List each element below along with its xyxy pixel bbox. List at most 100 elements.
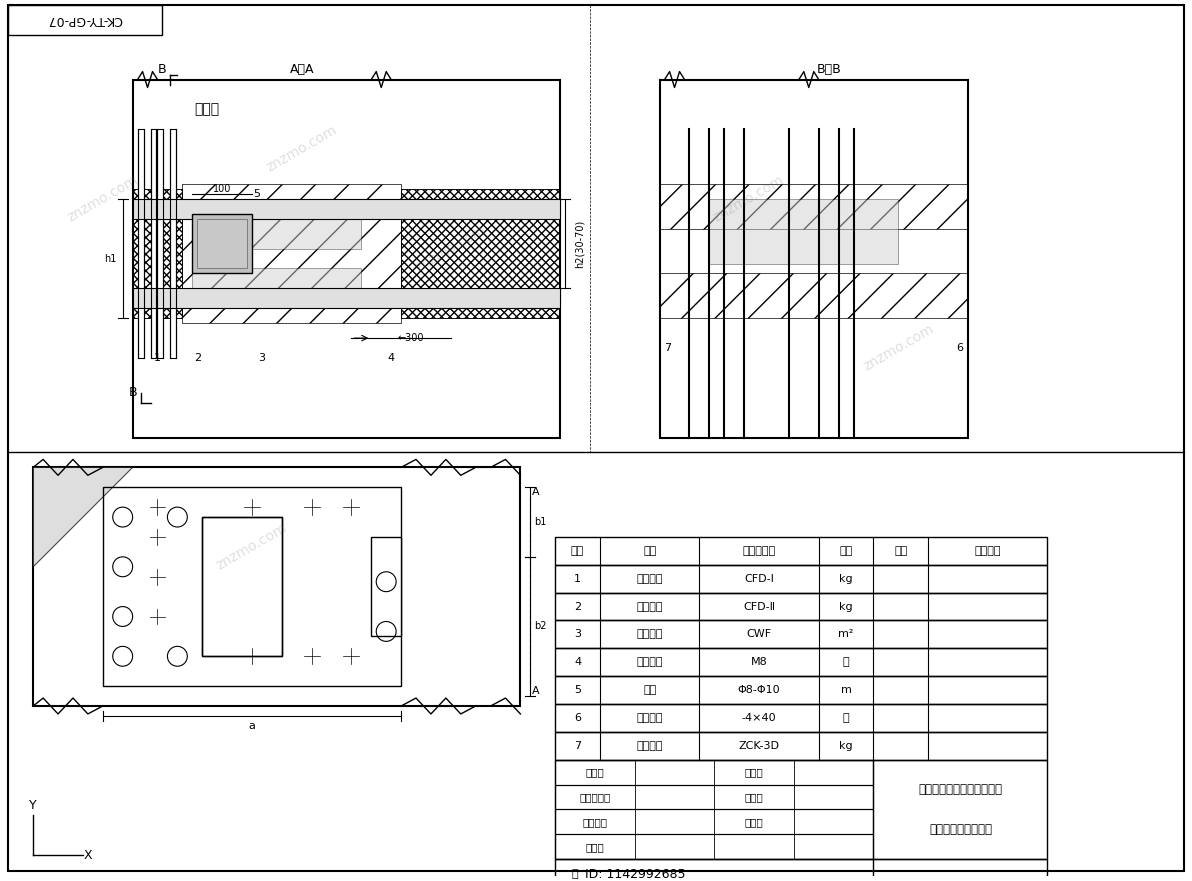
- Text: 防火涂料: 防火涂料: [637, 741, 663, 751]
- Text: 圆锂: 圆锂: [642, 685, 657, 695]
- Bar: [170, 130, 176, 358]
- Bar: [132, 189, 182, 318]
- Text: -4×40: -4×40: [741, 713, 776, 723]
- Text: 3: 3: [259, 353, 266, 363]
- Text: kg: kg: [839, 741, 853, 751]
- Text: b2: b2: [534, 621, 547, 632]
- Bar: [555, 859, 1048, 881]
- Text: 2: 2: [193, 353, 200, 363]
- Bar: [555, 593, 1048, 620]
- Bar: [709, 199, 899, 263]
- Text: CFD-Ⅱ: CFD-Ⅱ: [743, 602, 775, 611]
- Bar: [192, 214, 252, 273]
- Text: 图: 图: [572, 869, 578, 879]
- Text: 5: 5: [254, 189, 260, 199]
- Text: 7: 7: [575, 741, 582, 751]
- Bar: [182, 184, 401, 323]
- Text: znzmo.com: znzmo.com: [412, 223, 489, 275]
- Text: CFD-Ⅰ: CFD-Ⅰ: [744, 574, 774, 584]
- Bar: [555, 677, 1048, 704]
- Bar: [555, 565, 1048, 593]
- Text: X: X: [83, 848, 92, 862]
- Text: 5: 5: [575, 685, 582, 695]
- Text: A: A: [532, 487, 539, 497]
- Text: m²: m²: [838, 629, 853, 640]
- Text: M8: M8: [751, 657, 768, 667]
- Text: 电缆防火　　　工程通用图: 电缆防火 工程通用图: [919, 783, 1002, 796]
- Bar: [555, 785, 874, 810]
- Text: 数量: 数量: [894, 546, 907, 556]
- Bar: [555, 732, 1048, 759]
- Text: ID: 1142992685: ID: 1142992685: [584, 868, 685, 880]
- Text: Y: Y: [30, 799, 37, 812]
- Bar: [401, 189, 560, 318]
- Bar: [401, 189, 560, 318]
- Bar: [157, 130, 163, 358]
- Text: 7: 7: [664, 343, 671, 353]
- Text: 2: 2: [575, 602, 582, 611]
- Bar: [33, 467, 521, 706]
- Text: 批　准: 批 准: [585, 767, 604, 777]
- Text: a: a: [248, 721, 255, 731]
- Text: 防火堵料: 防火堵料: [637, 602, 663, 611]
- Text: 单位: 单位: [839, 546, 852, 556]
- Text: 膜胀螺栓: 膜胀螺栓: [637, 657, 663, 667]
- Text: znzmo.com: znzmo.com: [712, 173, 787, 225]
- Text: ZCK-3D: ZCK-3D: [739, 741, 780, 751]
- Bar: [555, 759, 874, 785]
- Bar: [132, 288, 560, 308]
- Bar: [192, 269, 361, 308]
- Text: kg: kg: [839, 602, 853, 611]
- Bar: [150, 130, 156, 358]
- Bar: [132, 199, 560, 218]
- Text: h1: h1: [105, 254, 117, 263]
- Text: CWF: CWF: [746, 629, 771, 640]
- Text: 扁锂支架: 扁锂支架: [637, 713, 663, 723]
- Text: A: A: [532, 686, 539, 696]
- Bar: [555, 704, 1048, 732]
- Text: B: B: [129, 386, 137, 399]
- Text: znzmo.com: znzmo.com: [263, 123, 340, 175]
- Text: 备　　注: 备 注: [975, 546, 1001, 556]
- Bar: [203, 517, 281, 656]
- Text: 只: 只: [843, 713, 850, 723]
- Text: 只: 只: [843, 657, 850, 667]
- Text: 审　核: 审 核: [745, 767, 764, 777]
- Text: ←300: ←300: [398, 333, 424, 343]
- Text: 序号: 序号: [571, 546, 584, 556]
- Text: 名称: 名称: [642, 546, 657, 556]
- Bar: [659, 79, 968, 438]
- Bar: [137, 130, 143, 358]
- Bar: [197, 218, 247, 269]
- Text: 6: 6: [956, 343, 963, 353]
- Text: znzmo.com: znzmo.com: [861, 322, 936, 374]
- Text: 校　对: 校 对: [745, 792, 764, 802]
- Bar: [555, 810, 874, 834]
- Bar: [192, 204, 361, 248]
- Text: 100: 100: [213, 184, 231, 194]
- Bar: [132, 79, 560, 438]
- Text: h2(30-70): h2(30-70): [575, 219, 585, 268]
- Bar: [555, 759, 1048, 859]
- Text: Φ8-Φ10: Φ8-Φ10: [738, 685, 781, 695]
- Text: 日　期: 日 期: [585, 841, 604, 852]
- Text: 型号及规格: 型号及规格: [743, 546, 776, 556]
- Text: 柜、盘屁封堵示意图: 柜、盘屁封堵示意图: [929, 823, 992, 836]
- Text: 4: 4: [575, 657, 582, 667]
- Bar: [103, 487, 401, 686]
- Text: 6: 6: [575, 713, 582, 723]
- Text: 防火隔板: 防火隔板: [637, 629, 663, 640]
- Text: 设计制图: 设计制图: [583, 817, 608, 827]
- Text: 4: 4: [387, 353, 395, 363]
- Bar: [203, 517, 281, 656]
- Text: B－B: B－B: [817, 63, 842, 76]
- Text: 主要设计人: 主要设计人: [579, 792, 610, 802]
- Text: m: m: [840, 685, 851, 695]
- Bar: [659, 184, 968, 229]
- Text: znzmo.com: znzmo.com: [215, 521, 290, 573]
- Text: 比　例: 比 例: [745, 817, 764, 827]
- Text: 1: 1: [154, 353, 161, 363]
- Bar: [132, 189, 182, 318]
- Text: znzmo.com: znzmo.com: [66, 173, 141, 225]
- Bar: [555, 537, 1048, 565]
